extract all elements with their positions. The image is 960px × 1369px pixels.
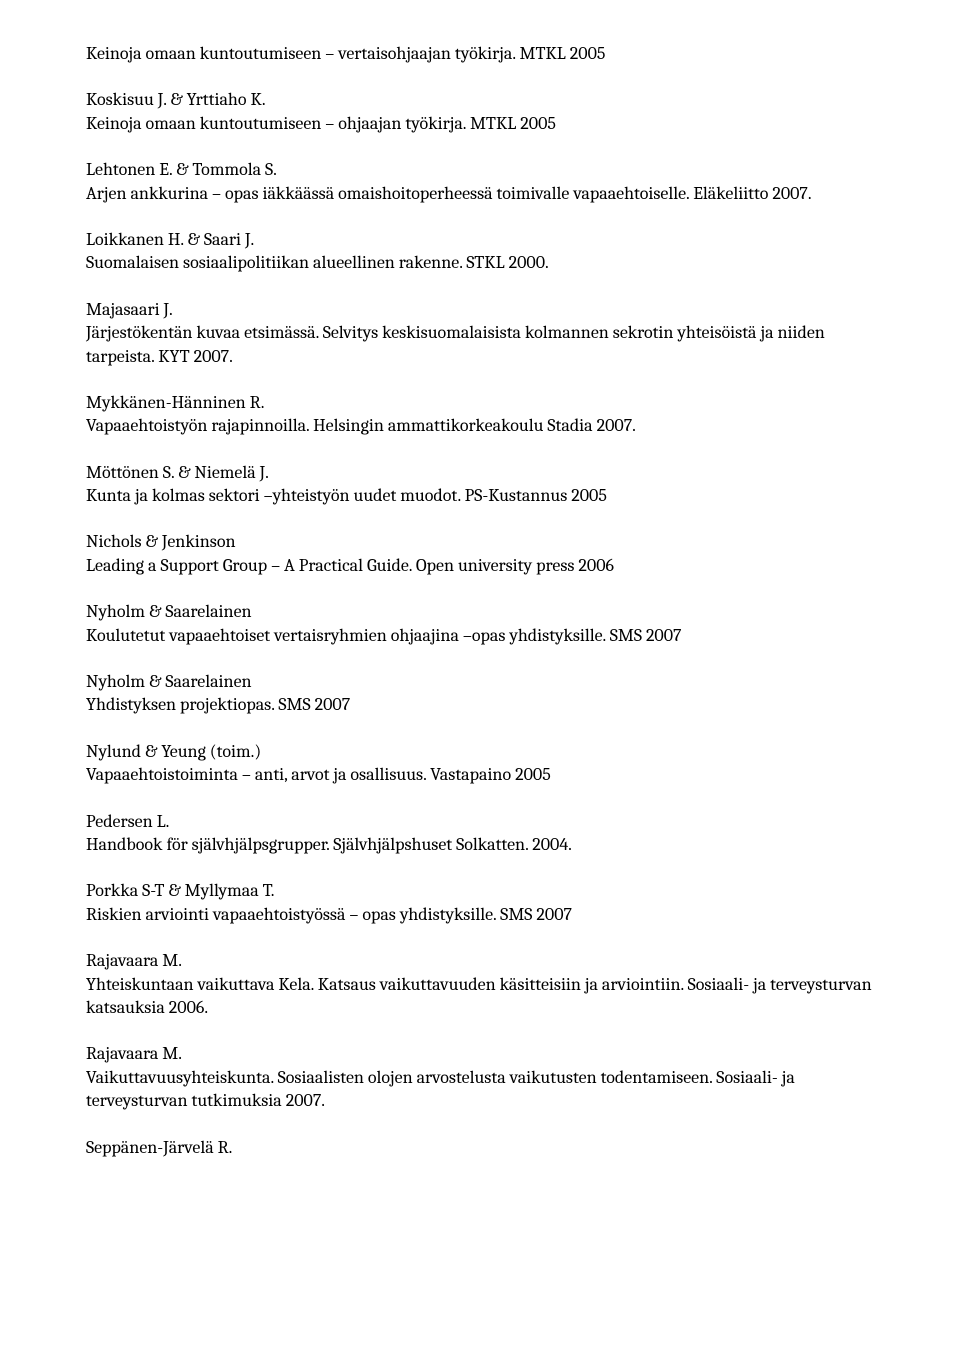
- reference-author: Nichols & Jenkinson: [86, 531, 236, 552]
- reference-text: Vapaaehtoistyön rajapinnoilla. Helsingin…: [86, 415, 636, 436]
- reference-author: Porkka S-T & Myllymaa T.: [86, 880, 274, 901]
- reference-author: Nylund & Yeung (toim.): [86, 741, 261, 762]
- reference-entry: Nyholm & SaarelainenYhdistyksen projekti…: [86, 670, 874, 717]
- reference-entry: Nylund & Yeung (toim.)Vapaaehtoistoimint…: [86, 740, 874, 787]
- reference-author: Keinoja omaan kuntoutumiseen – vertaisoh…: [86, 43, 605, 64]
- reference-entry: Mykkänen-Hänninen R.Vapaaehtoistyön raja…: [86, 391, 874, 438]
- reference-text: Yhdistyksen projektiopas. SMS 2007: [86, 694, 350, 715]
- reference-author: Pedersen L.: [86, 811, 169, 832]
- reference-entry: Rajavaara M. Vaikuttavuusyhteiskunta. Sos…: [86, 1042, 874, 1112]
- reference-text: Leading a Support Group – A Practical Gu…: [86, 555, 614, 576]
- reference-entry: Rajavaara M. Yhteiskuntaan vaikuttava Kel…: [86, 949, 874, 1019]
- reference-author: Loikkanen H. & Saari J.: [86, 229, 254, 250]
- reference-text: Vapaaehtoistoiminta – anti, arvot ja osa…: [86, 764, 551, 785]
- reference-entry: Pedersen L.Handbook för självhjälpsgrupp…: [86, 810, 874, 857]
- reference-entry: Majasaari J.Järjestökentän kuvaa etsimäs…: [86, 298, 874, 368]
- reference-author: Rajavaara M.: [86, 950, 182, 971]
- reference-author: Nyholm & Saarelainen: [86, 601, 252, 622]
- reference-entry: Koskisuu J. & Yrttiaho K. Keinoja omaan k…: [86, 88, 874, 135]
- reference-entry: Lehtonen E. & Tommola S. Arjen ankkurina …: [86, 158, 874, 205]
- reference-author: Nyholm & Saarelainen: [86, 671, 252, 692]
- reference-entry: Keinoja omaan kuntoutumiseen – vertaisoh…: [86, 42, 874, 65]
- reference-entry: Nichols & Jenkinson Leading a Support Gro…: [86, 530, 874, 577]
- reference-text: Kunta ja kolmas sektori –yhteistyön uude…: [86, 485, 607, 506]
- reference-author: Majasaari J.: [86, 299, 173, 320]
- reference-text: Suomalaisen sosiaalipolitiikan alueellin…: [86, 252, 549, 273]
- reference-text: Keinoja omaan kuntoutumiseen – ohjaajan …: [86, 113, 556, 134]
- reference-text: Järjestökentän kuvaa etsimässä. Selvitys…: [86, 322, 825, 366]
- reference-author: Mykkänen-Hänninen R.: [86, 392, 264, 413]
- reference-entry: Porkka S-T & Myllymaa T. Riskien arvioint…: [86, 879, 874, 926]
- reference-entry: Nyholm & Saarelainen Koulutetut vapaaehto…: [86, 600, 874, 647]
- reference-text: Riskien arviointi vapaaehtoistyössä – op…: [86, 904, 572, 925]
- reference-author: Koskisuu J. & Yrttiaho K.: [86, 89, 266, 110]
- reference-text: Arjen ankkurina – opas iäkkäässä omaisho…: [86, 183, 812, 204]
- reference-text: Koulutetut vapaaehtoiset vertaisryhmien …: [86, 625, 682, 646]
- reference-author: Möttönen S. & Niemelä J.: [86, 462, 269, 483]
- reference-author: Lehtonen E. & Tommola S.: [86, 159, 277, 180]
- reference-entry: Seppänen-Järvelä R.: [86, 1136, 874, 1159]
- reference-entry: Loikkanen H. & Saari J.Suomalaisen sosia…: [86, 228, 874, 275]
- reference-text: Handbook för självhjälpsgrupper. Självhj…: [86, 834, 572, 855]
- reference-author: Rajavaara M.: [86, 1043, 182, 1064]
- reference-entry: Möttönen S. & Niemelä J.Kunta ja kolmas …: [86, 461, 874, 508]
- reference-text: Vaikuttavuusyhteiskunta. Sosiaalisten ol…: [86, 1067, 795, 1111]
- reference-list: Keinoja omaan kuntoutumiseen – vertaisoh…: [86, 42, 874, 1159]
- reference-author: Seppänen-Järvelä R.: [86, 1137, 232, 1158]
- reference-text: Yhteiskuntaan vaikuttava Kela. Katsaus v…: [86, 974, 872, 1018]
